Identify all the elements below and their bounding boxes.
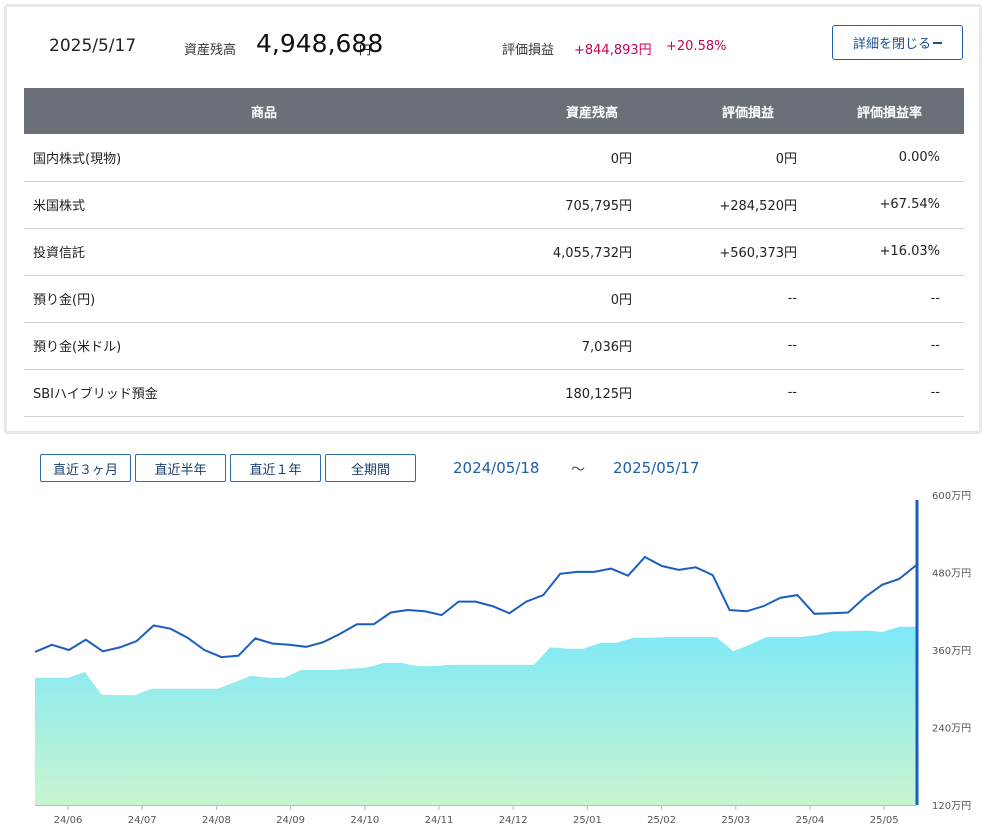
row-balance: 705,795円	[504, 181, 644, 229]
row-pl: --	[644, 322, 809, 370]
header-pl: 評価損益	[721, 105, 774, 121]
range-1year-button[interactable]: 直近１年	[230, 454, 321, 482]
balance-label: 資産残高	[184, 43, 237, 58]
row-balance: 4,055,732円	[504, 228, 644, 276]
close-details-button[interactable]: 詳細を閉じる	[832, 25, 963, 60]
x-tick-label: 25/04	[796, 815, 825, 826]
table-row: 国内株式(現物) 0円 0円 0.00%	[24, 134, 964, 182]
row-name: 預り金(円)	[24, 275, 504, 323]
x-tick-label: 24/08	[202, 815, 231, 826]
row-name: 米国株式	[24, 181, 504, 229]
row-rate: +67.54%	[809, 181, 964, 229]
row-pl: +284,520円	[644, 181, 809, 229]
row-pl: +560,373円	[644, 228, 809, 276]
x-tick-label: 25/03	[721, 815, 750, 826]
x-tick-label: 24/06	[54, 815, 83, 826]
row-pl: 0円	[644, 134, 809, 182]
x-tick-label: 25/02	[647, 815, 676, 826]
row-name: 預り金(米ドル)	[24, 322, 504, 370]
row-pl: --	[644, 369, 809, 417]
x-tick-label: 24/09	[276, 815, 305, 826]
row-balance: 7,036円	[504, 322, 644, 370]
y-tick-label: 120万円	[932, 801, 971, 812]
table-header-row: 商品 資産残高 評価損益 評価損益率	[24, 88, 964, 134]
x-tick-label: 25/01	[573, 815, 602, 826]
row-name: SBIハイブリッド預金	[24, 369, 504, 417]
table-row: 預り金(円) 0円 -- --	[24, 275, 964, 323]
row-name: 国内株式(現物)	[24, 134, 504, 182]
close-details-label: 詳細を閉じる	[852, 37, 931, 52]
row-rate: --	[809, 322, 964, 370]
range-3months-button[interactable]: 直近３ヶ月	[40, 454, 131, 482]
balance-unit: 円	[359, 43, 372, 57]
asset-table: 商品 資産残高 評価損益 評価損益率 国内株式(現物) 0円 0円 0.00% …	[24, 88, 964, 417]
pl-label: 評価損益	[502, 43, 555, 58]
minus-icon	[933, 41, 942, 44]
portfolio-panel: 2025/5/17 資産残高 4,948,688 円 評価損益 +844,893…	[4, 4, 982, 434]
total-assets-line	[34, 555, 917, 659]
pl-rate: +20.58%	[666, 39, 727, 54]
row-rate: --	[809, 275, 964, 323]
row-rate: 0.00%	[809, 134, 964, 182]
row-balance: 0円	[504, 134, 644, 182]
header-pl-rate: 評価損益率	[856, 105, 922, 121]
header-product: 商品	[250, 105, 277, 121]
x-tick-label: 24/10	[350, 815, 379, 826]
summary-date: 2025/5/17	[49, 36, 137, 56]
x-tick-label: 24/07	[128, 815, 157, 826]
balance-value: 4,948,688	[256, 29, 384, 58]
table-row: SBIハイブリッド預金 180,125円 -- --	[24, 369, 964, 417]
asset-history-chart: 600万円 480万円 360万円 240万円 120万円 24/06 24/07 24/08…	[34, 491, 971, 826]
range-6months-button[interactable]: 直近半年	[135, 454, 226, 482]
range-selector: 直近３ヶ月 直近半年 直近１年 全期間 2024/05/18 ～ 2025/05…	[0, 448, 986, 488]
summary-bar: 2025/5/17 資産残高 4,948,688 円 評価損益 +844,893…	[7, 7, 979, 87]
x-tick-label: 25/05	[870, 815, 899, 826]
table-row: 預り金(米ドル) 7,036円 -- --	[24, 322, 964, 370]
range-end-date: 2025/05/17	[613, 459, 700, 477]
y-tick-label: 480万円	[932, 569, 971, 580]
y-tick-label: 360万円	[932, 646, 971, 657]
row-balance: 180,125円	[504, 369, 644, 417]
y-tick-label: 240万円	[932, 724, 971, 735]
y-tick-label: 600万円	[932, 491, 971, 502]
pl-amount: +844,893円	[574, 43, 652, 58]
range-all-button[interactable]: 全期間	[325, 454, 416, 482]
row-balance: 0円	[504, 275, 644, 323]
x-tick-label: 24/12	[499, 815, 528, 826]
table-row: 投資信託 4,055,732円 +560,373円 +16.03%	[24, 228, 964, 276]
row-rate: +16.03%	[809, 228, 964, 276]
row-name: 投資信託	[24, 228, 504, 276]
row-rate: --	[809, 369, 964, 417]
header-balance: 資産残高	[565, 105, 618, 121]
row-pl: --	[644, 275, 809, 323]
investment-area	[35, 626, 916, 805]
range-tilde: ～	[571, 462, 585, 478]
table-row: 米国株式 705,795円 +284,520円 +67.54%	[24, 181, 964, 229]
range-start-date: 2024/05/18	[453, 459, 540, 477]
x-tick-label: 24/11	[425, 815, 454, 826]
